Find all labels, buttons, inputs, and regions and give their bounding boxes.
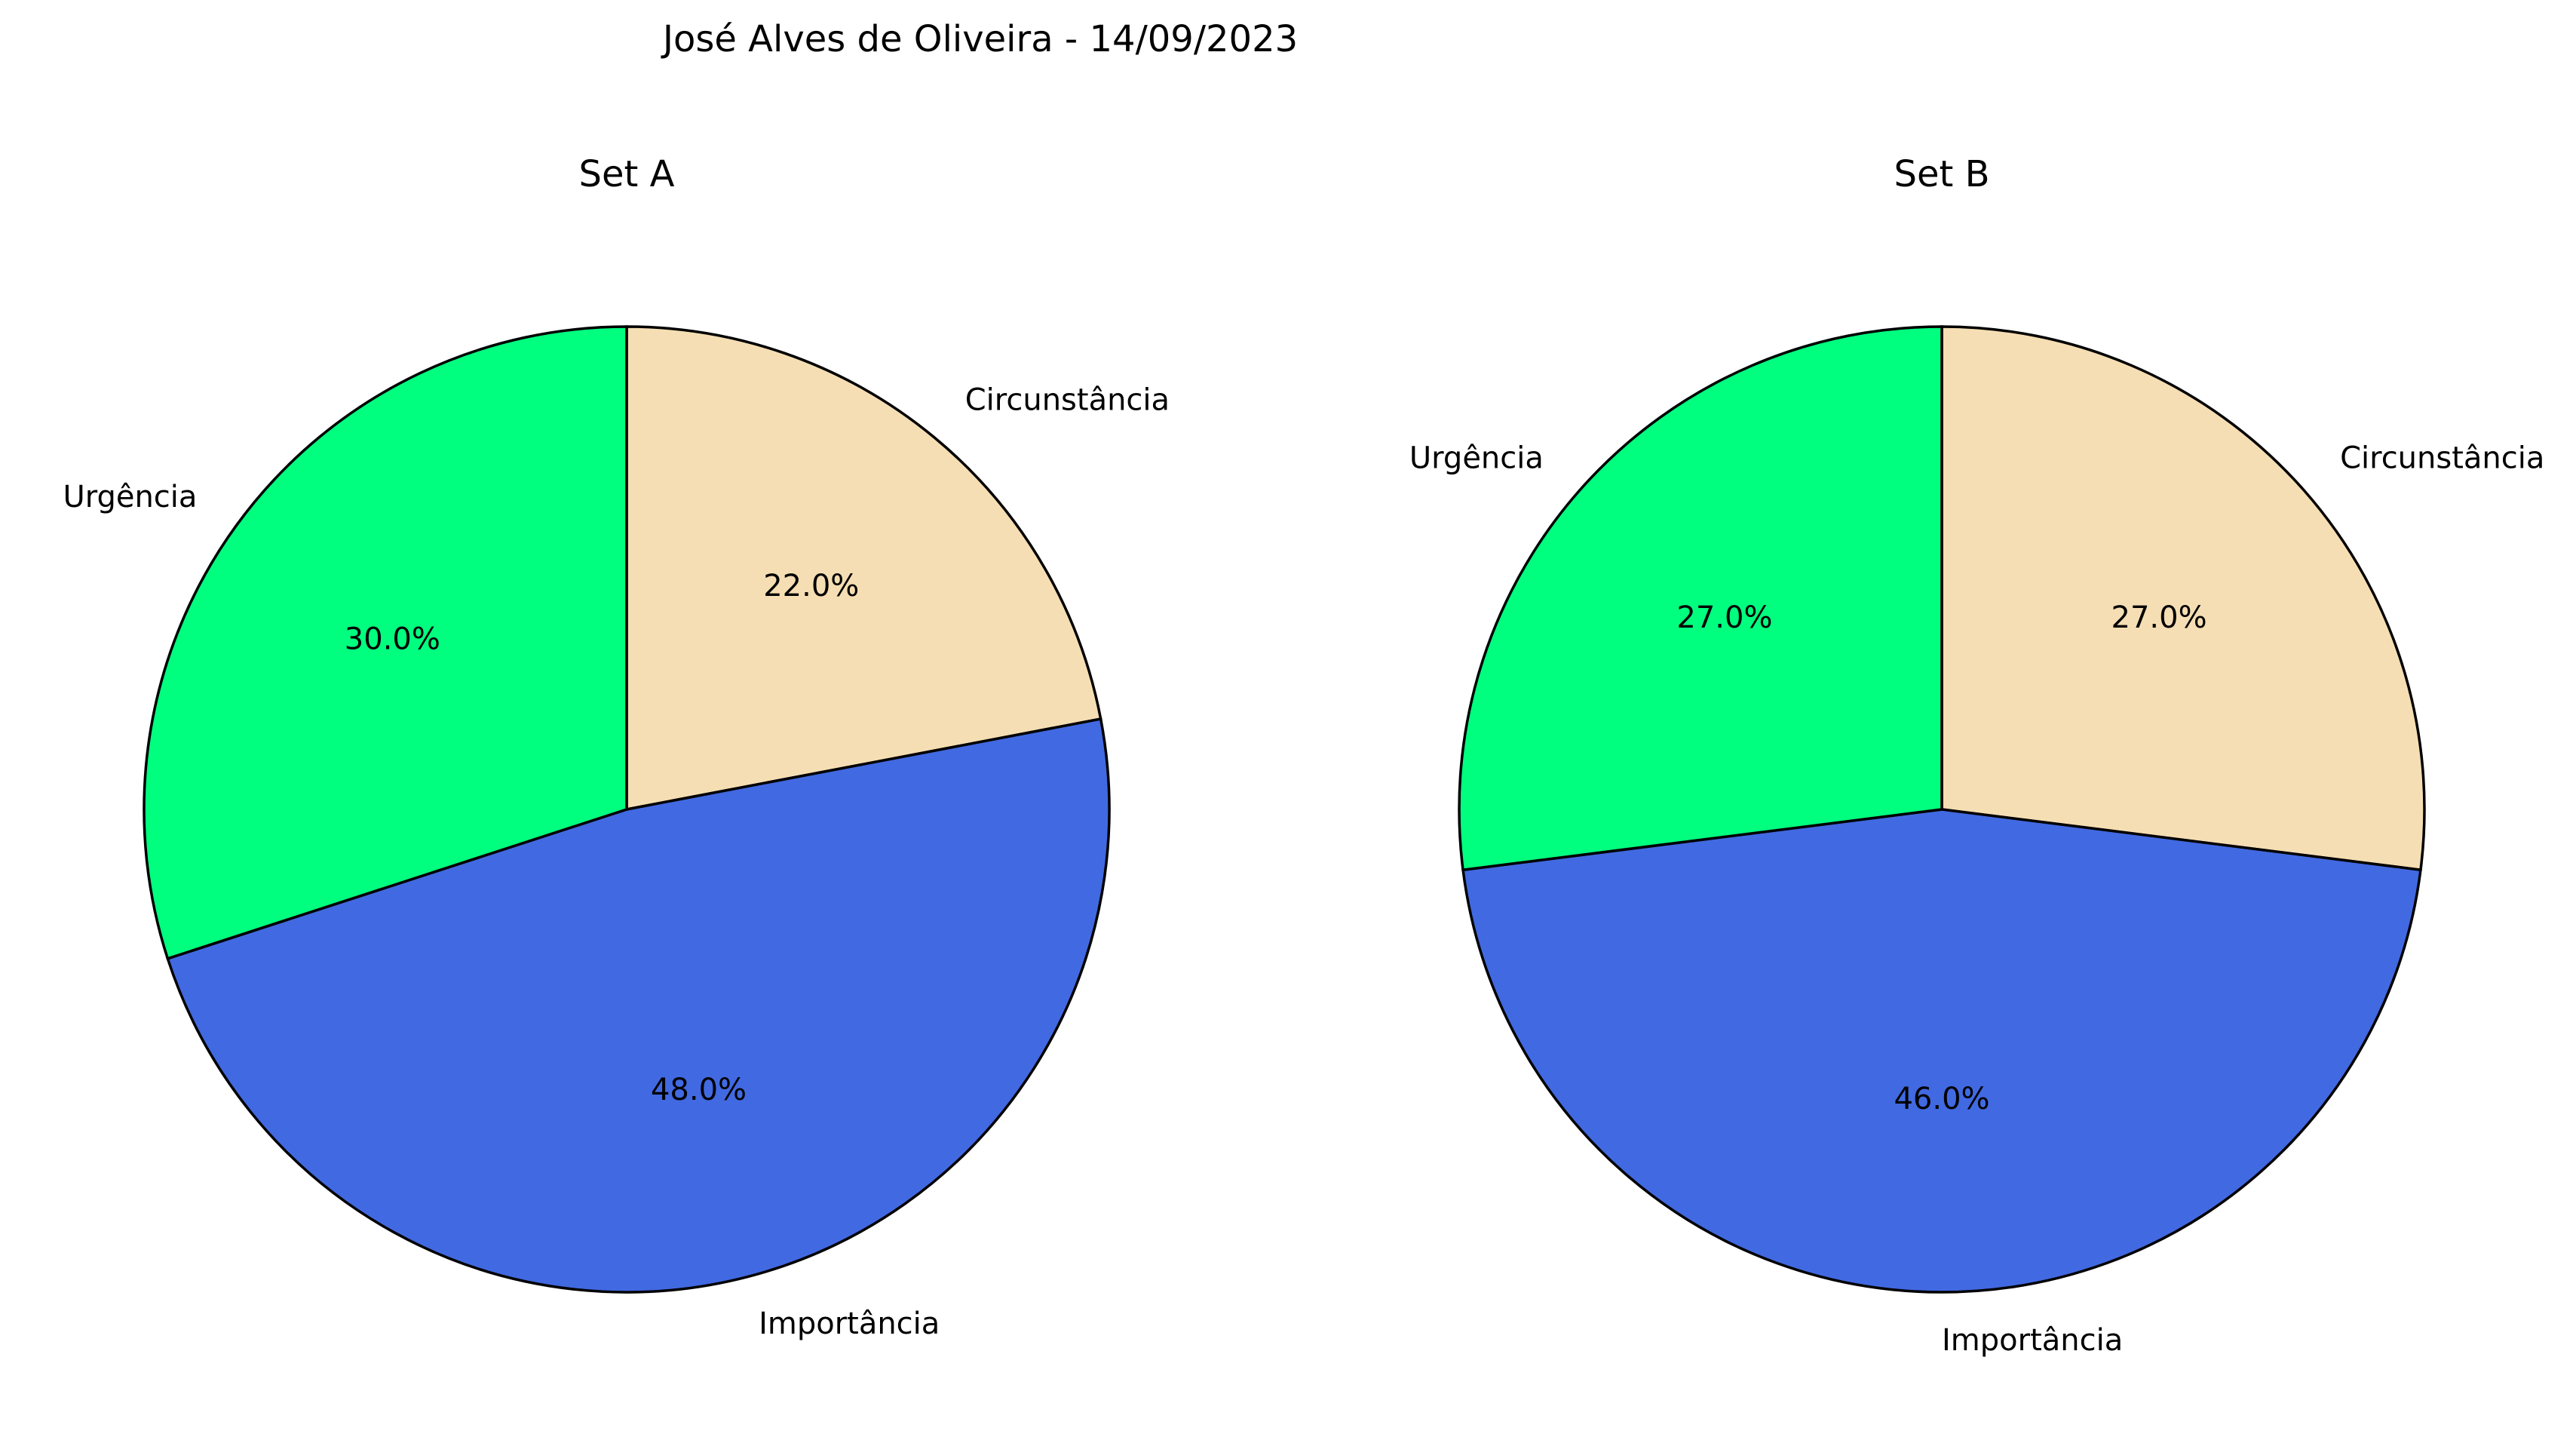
slice-label-importancia: Importância — [759, 1307, 940, 1341]
pie-slice-importancia — [1461, 808, 2422, 1294]
pie-slice-urgencia — [1458, 325, 1943, 872]
slice-percent-circunstancia: 22.0% — [763, 569, 859, 603]
pie-chart-set-b: Set B Circunstância 27.0% Importância 46.0%… — [1409, 153, 2544, 1358]
slice-label-circunstancia: Circunstância — [2340, 441, 2544, 475]
slice-label-urgencia: Urgência — [63, 480, 197, 514]
pie-title-set-a: Set A — [579, 153, 675, 195]
pie-wedges-set-b — [1458, 325, 2426, 1294]
pie-wedges-set-a — [143, 325, 1111, 1294]
pie-chart-set-a: Set A Circunstância 22.0% Importância 48.0%… — [63, 153, 1170, 1341]
slice-label-importancia: Importância — [1942, 1323, 2123, 1358]
pie-labels-set-b: Circunstância 27.0% Importância 46.0% Urgênc… — [1409, 441, 2544, 1358]
slice-percent-importancia: 48.0% — [651, 1073, 747, 1107]
slice-percent-urgencia: 27.0% — [1676, 600, 1772, 635]
pie-slice-circunstancia — [625, 325, 1102, 812]
slice-label-urgencia: Urgência — [1409, 441, 1544, 475]
pie-slice-urgencia — [143, 325, 628, 960]
pie-slice-circunstancia — [1940, 325, 2426, 872]
slice-percent-importancia: 46.0% — [1894, 1082, 1989, 1116]
pie-slice-importancia — [166, 717, 1111, 1294]
pie-labels-set-a: Circunstância 22.0% Importância 48.0% Urgênc… — [63, 383, 1170, 1341]
slice-label-circunstancia: Circunstância — [965, 383, 1170, 418]
figure-title: José Alves de Oliveira - 14/09/2023 — [661, 18, 1298, 60]
slice-percent-circunstancia: 27.0% — [2111, 600, 2207, 635]
pie-title-set-b: Set B — [1894, 153, 1989, 195]
slice-percent-urgencia: 30.0% — [345, 622, 440, 656]
